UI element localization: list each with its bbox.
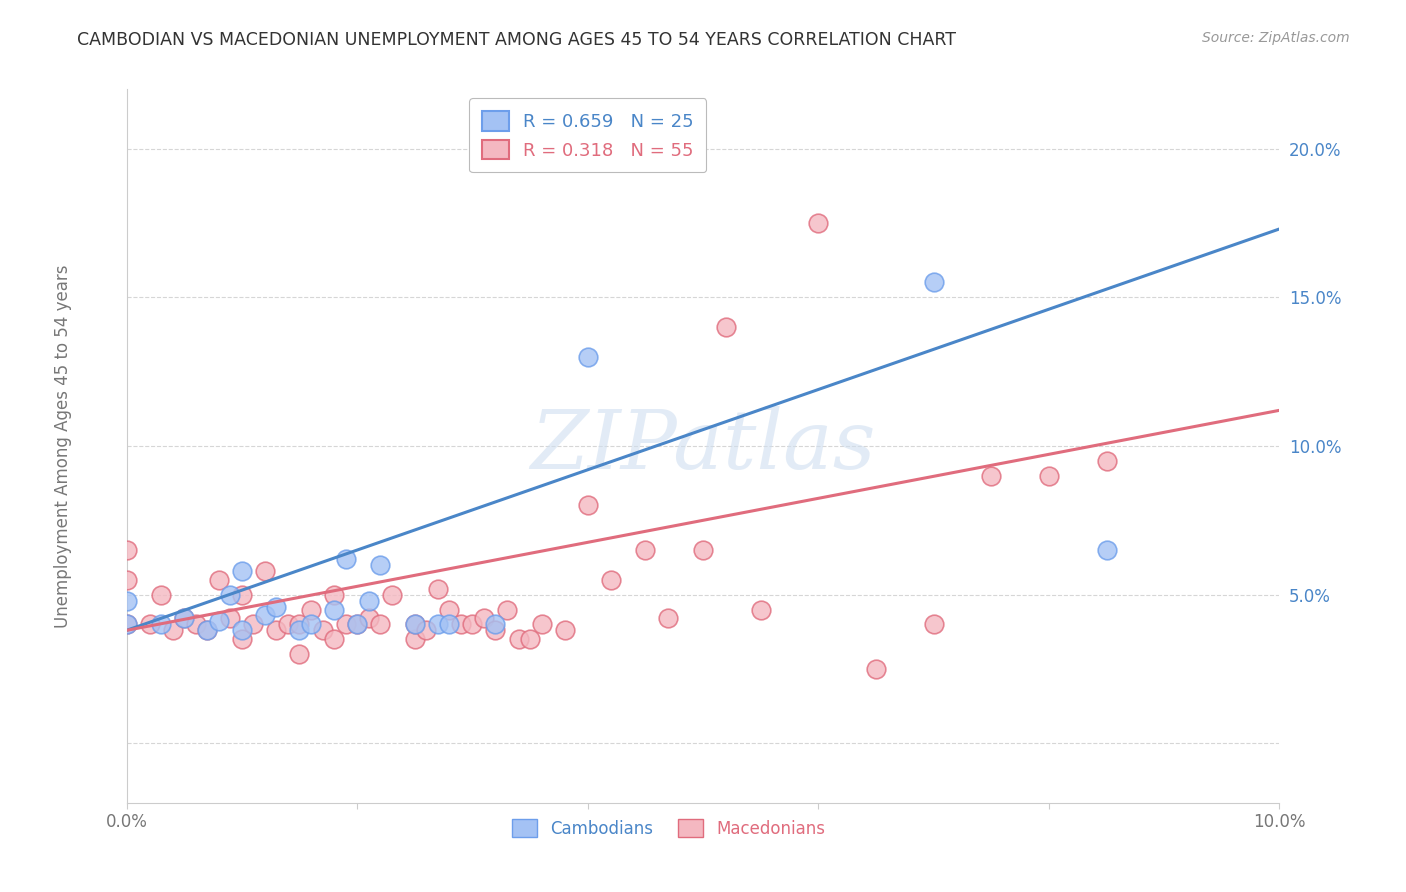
Point (195, 624, 218, 638)
Point (461, 617, 484, 632)
Point (323, 602, 346, 616)
Point (554, 624, 576, 638)
Point (439, 617, 461, 632)
Point (162, 624, 184, 638)
Point (404, 617, 426, 632)
Point (335, 552, 357, 566)
Point (335, 617, 357, 632)
Point (219, 611, 242, 625)
Point (426, 582, 449, 596)
Point (404, 617, 426, 632)
Point (368, 558, 391, 572)
Point (381, 588, 404, 602)
Point (714, 320, 737, 334)
Point (253, 608, 276, 623)
Point (323, 588, 346, 602)
Point (415, 624, 437, 638)
Point (749, 602, 772, 616)
Point (472, 611, 495, 625)
Point (299, 602, 322, 616)
Point (357, 611, 380, 625)
Point (231, 624, 253, 638)
Legend: Cambodians, Macedonians: Cambodians, Macedonians (505, 813, 832, 845)
Point (484, 617, 506, 632)
Point (576, 350, 599, 364)
Point (115, 593, 138, 607)
Point (346, 617, 368, 632)
Point (484, 624, 506, 638)
Point (496, 602, 519, 616)
Point (208, 573, 231, 587)
Point (277, 617, 299, 632)
Point (242, 617, 264, 632)
Point (208, 615, 231, 629)
Point (657, 611, 679, 625)
Point (357, 593, 380, 607)
Point (115, 543, 138, 558)
Point (219, 588, 242, 602)
Point (450, 617, 472, 632)
Point (195, 624, 218, 638)
Point (519, 632, 541, 647)
Point (1038, 468, 1060, 483)
Point (173, 611, 195, 625)
Point (530, 617, 553, 632)
Point (634, 543, 657, 558)
Point (311, 624, 333, 638)
Point (231, 632, 253, 647)
Text: ZIPatlas: ZIPatlas (530, 406, 876, 486)
Point (576, 499, 599, 513)
Text: CAMBODIAN VS MACEDONIAN UNEMPLOYMENT AMONG AGES 45 TO 54 YEARS CORRELATION CHART: CAMBODIAN VS MACEDONIAN UNEMPLOYMENT AMO… (77, 31, 956, 49)
Point (865, 662, 887, 676)
Point (138, 617, 160, 632)
Point (115, 617, 138, 632)
Point (1095, 543, 1118, 558)
Point (288, 647, 311, 661)
Point (173, 611, 195, 625)
Point (231, 588, 253, 602)
Point (368, 617, 391, 632)
Point (184, 617, 207, 632)
Point (150, 617, 173, 632)
Point (266, 624, 288, 638)
Point (404, 632, 426, 647)
Point (1095, 454, 1118, 468)
Point (807, 216, 830, 230)
Point (599, 573, 621, 587)
Text: Unemployment Among Ages 45 to 54 years: Unemployment Among Ages 45 to 54 years (55, 264, 72, 628)
Point (439, 602, 461, 616)
Text: Source: ZipAtlas.com: Source: ZipAtlas.com (1202, 31, 1350, 45)
Point (692, 543, 714, 558)
Point (231, 564, 253, 578)
Point (150, 588, 173, 602)
Point (288, 617, 311, 632)
Point (288, 624, 311, 638)
Point (508, 632, 530, 647)
Point (323, 632, 346, 647)
Point (115, 617, 138, 632)
Point (266, 599, 288, 614)
Point (115, 573, 138, 587)
Point (922, 617, 945, 632)
Point (346, 617, 368, 632)
Point (426, 617, 449, 632)
Point (253, 564, 276, 578)
Point (980, 468, 1002, 483)
Point (922, 276, 945, 290)
Point (299, 617, 322, 632)
